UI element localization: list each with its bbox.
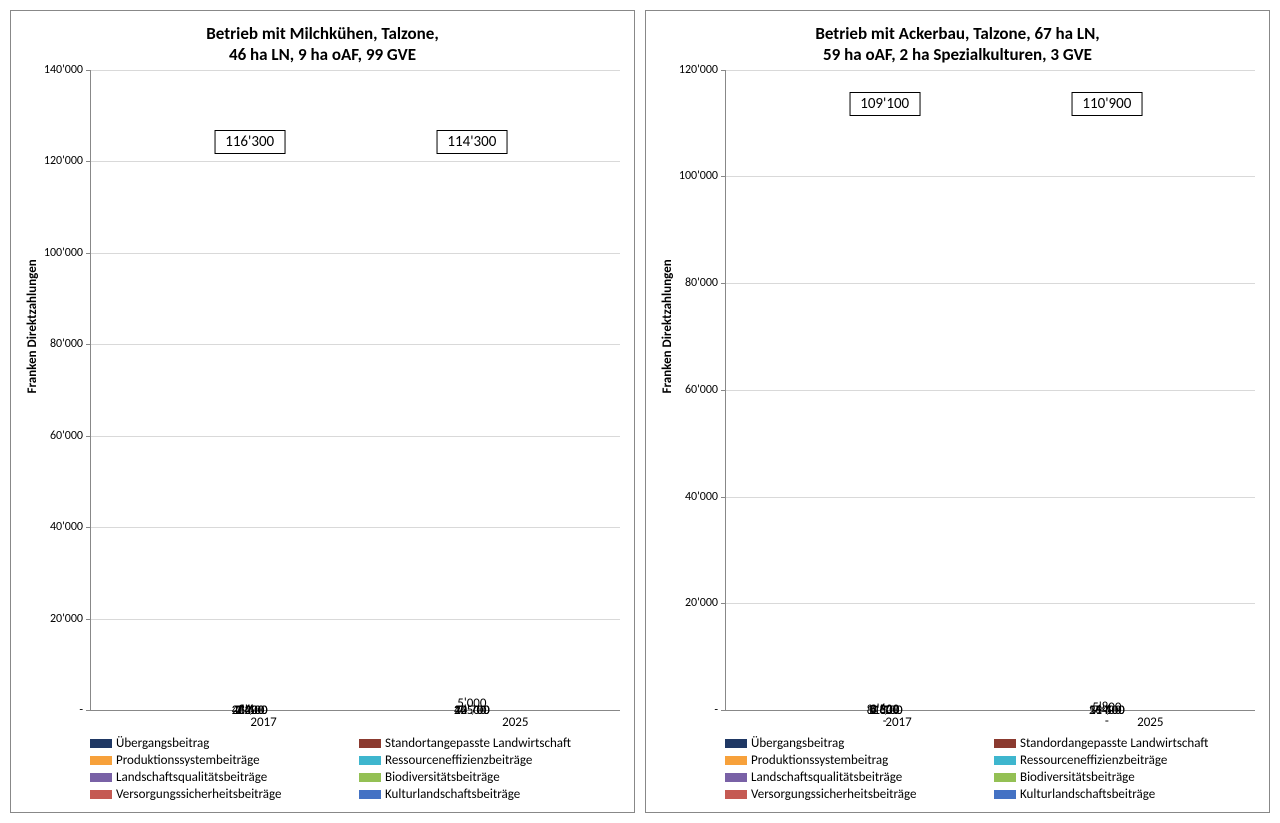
panel-left: Betrieb mit Milchkühen, Talzone,46 ha LN… (10, 10, 635, 813)
chart-title: Betrieb mit Ackerbau, Talzone, 67 ha LN,… (660, 23, 1255, 66)
legend: Übergangsbeitrag Standordangepasste Landw… (725, 736, 1255, 802)
panel-right: Betrieb mit Ackerbau, Talzone, 67 ha LN,… (645, 10, 1270, 813)
legend-item-versorgung: Versorgungssicherheitsbeiträge (90, 787, 351, 802)
segment-label: 5'000 (457, 696, 486, 711)
legend-item-landschaft: Landschaftsqualitätsbeiträge (90, 770, 351, 785)
y-tick: 40'000 (685, 490, 718, 504)
legend-item-biodiv: Biodiversitätsbeiträge (994, 770, 1255, 785)
y-tick: 60'000 (685, 383, 718, 397)
legend-item-uebergang: Übergangsbeitrag (90, 736, 351, 751)
legend: Übergangsbeitrag Standortangepasste Landw… (90, 736, 620, 802)
legend-item-produktion: Produktionssystembeiträge (90, 753, 351, 768)
total-2025: 114'300 (436, 130, 507, 154)
legend-swatch (994, 790, 1016, 799)
legend-swatch (725, 773, 747, 782)
x-tick: 2025 (425, 715, 605, 730)
legend-swatch (90, 773, 112, 782)
y-tick: 20'000 (50, 612, 83, 626)
total-2025: 110'900 (1071, 92, 1142, 116)
legend-label: Landschaftsqualitätsbeiträge (116, 770, 267, 785)
y-tick: 80'000 (685, 276, 718, 290)
legend-label: Kulturlandschaftsbeiträge (385, 787, 520, 802)
legend-label: Versorgungssicherheitsbeiträge (116, 787, 282, 802)
y-tick: - (79, 703, 83, 717)
chart-title: Betrieb mit Milchkühen, Talzone,46 ha LN… (25, 23, 620, 66)
legend-label: Versorgungssicherheitsbeiträge (751, 787, 917, 802)
y-tick: 120'000 (679, 63, 718, 77)
legend-swatch (359, 790, 381, 799)
legend-swatch (725, 790, 747, 799)
x-axis: 20172025 (90, 711, 620, 730)
x-axis: 20172025 (725, 711, 1255, 730)
legend-swatch (359, 756, 381, 765)
y-axis-label: Franken Direktzahlungen (660, 70, 675, 803)
legend-label: Ressourceneffizienzbeiträge (1020, 753, 1167, 768)
y-axis-label: Franken Direktzahlungen (25, 70, 40, 803)
y-tick: - (714, 703, 718, 717)
legend-label: Standortangepasste Landwirtschaft (385, 736, 571, 751)
legend-item-produktion: Produktionssystembeitrag (725, 753, 986, 768)
y-tick: 40'000 (50, 520, 83, 534)
y-tick: 80'000 (50, 337, 83, 351)
legend-item-standort: Standordangepasste Landwirtschaft (994, 736, 1255, 751)
legend-swatch (994, 739, 1016, 748)
legend-swatch (90, 790, 112, 799)
y-tick: 100'000 (679, 169, 718, 183)
y-tick: 60'000 (50, 429, 83, 443)
legend-swatch (359, 739, 381, 748)
legend-label: Produktionssystembeitrag (751, 753, 888, 768)
legend-item-standort: Standortangepasste Landwirtschaft (359, 736, 620, 751)
legend-label: Kulturlandschaftsbeiträge (1020, 787, 1155, 802)
y-tick: 120'000 (44, 154, 83, 168)
y-tick: 100'000 (44, 246, 83, 260)
legend-swatch (994, 756, 1016, 765)
y-tick: 140'000 (44, 63, 83, 77)
legend-label: Biodiversitätsbeiträge (385, 770, 500, 785)
legend-item-kulturlandschaft: Kulturlandschaftsbeiträge (359, 787, 620, 802)
legend-label: Landschaftsqualitätsbeiträge (751, 770, 902, 785)
legend-label: Standordangepasste Landwirtschaft (1020, 736, 1208, 751)
legend-swatch (359, 773, 381, 782)
plot: -20'00040'00060'00080'000100'000120'0001… (90, 70, 620, 712)
total-2017: 116'300 (214, 130, 285, 154)
legend-item-ressourcen: Ressourceneffizienzbeiträge (359, 753, 620, 768)
legend-label: Ressourceneffizienzbeiträge (385, 753, 532, 768)
chart-area: Franken Direktzahlungen-20'00040'00060'0… (25, 70, 620, 803)
legend-item-kulturlandschaft: Kulturlandschaftsbeiträge (994, 787, 1255, 802)
legend-item-ressourcen: Ressourceneffizienzbeiträge (994, 753, 1255, 768)
legend-label: Übergangsbeitrag (116, 736, 209, 751)
y-tick: 20'000 (685, 596, 718, 610)
plot: -20'00040'00060'00080'000100'000120'000-… (725, 70, 1255, 712)
legend-swatch (90, 756, 112, 765)
legend-item-biodiv: Biodiversitätsbeiträge (359, 770, 620, 785)
legend-swatch (90, 739, 112, 748)
legend-item-uebergang: Übergangsbeitrag (725, 736, 986, 751)
total-2017: 109'100 (849, 92, 920, 116)
legend-label: Biodiversitätsbeiträge (1020, 770, 1135, 785)
x-tick: 2025 (1060, 715, 1240, 730)
legend-swatch (725, 756, 747, 765)
legend-label: Produktionssystembeiträge (116, 753, 260, 768)
legend-item-versorgung: Versorgungssicherheitsbeiträge (725, 787, 986, 802)
legend-swatch (994, 773, 1016, 782)
legend-swatch (725, 739, 747, 748)
chart-area: Franken Direktzahlungen-20'00040'00060'0… (660, 70, 1255, 803)
legend-label: Übergangsbeitrag (751, 736, 844, 751)
legend-item-landschaft: Landschaftsqualitätsbeiträge (725, 770, 986, 785)
